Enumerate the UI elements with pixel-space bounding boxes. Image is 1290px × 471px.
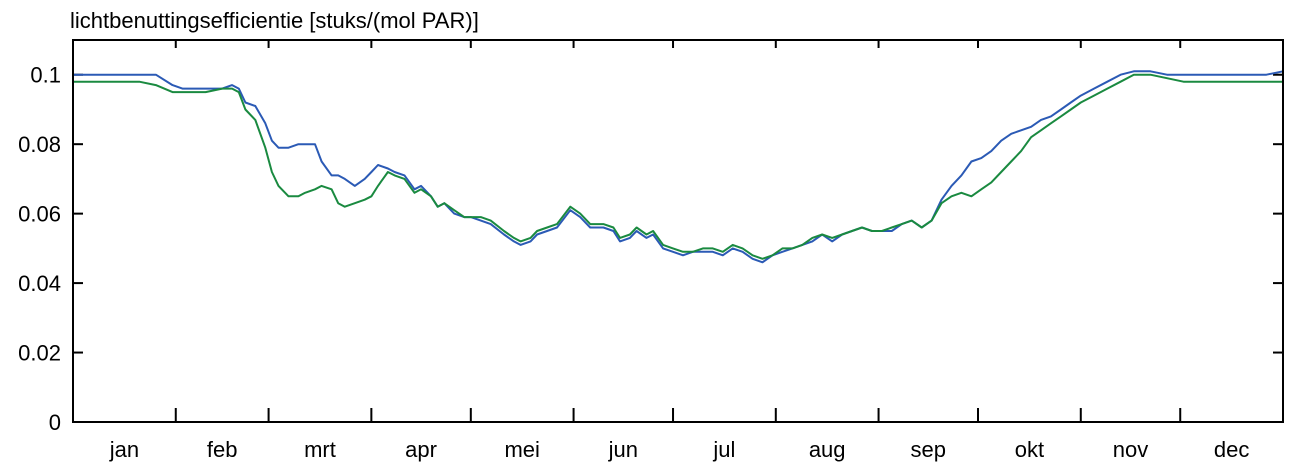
plot-frame <box>72 39 1284 423</box>
y-tick-label: 0.06 <box>18 202 61 227</box>
series-line-blue <box>73 70 1284 264</box>
x-tick-label: sep <box>911 437 946 462</box>
series-line-green <box>73 73 1283 260</box>
x-tick-label: jan <box>109 437 139 462</box>
x-tick-label: apr <box>405 437 437 462</box>
x-tick-label: okt <box>1015 437 1044 462</box>
x-tick-label: aug <box>809 437 846 462</box>
series-layer <box>73 70 1284 264</box>
y-tick-label: 0.02 <box>18 341 61 366</box>
chart-title: lichtbenuttingsefficientie [stuks/(mol P… <box>70 8 479 33</box>
y-tick-label: 0.04 <box>18 271 61 296</box>
y-tick-label: 0 <box>49 410 61 435</box>
y-axis: 0 0.02 0.04 0.06 0.08 0.1 <box>18 63 1283 435</box>
x-tick-label: mrt <box>304 437 336 462</box>
y-tick-label: 0.1 <box>30 63 61 88</box>
x-tick-label: nov <box>1113 437 1148 462</box>
x-tick-label: mei <box>504 437 539 462</box>
x-tick-label: jun <box>608 437 638 462</box>
x-tick-label: jul <box>712 437 735 462</box>
x-tick-label: feb <box>207 437 238 462</box>
y-tick-label: 0.08 <box>18 132 61 157</box>
x-tick-label: dec <box>1214 437 1249 462</box>
